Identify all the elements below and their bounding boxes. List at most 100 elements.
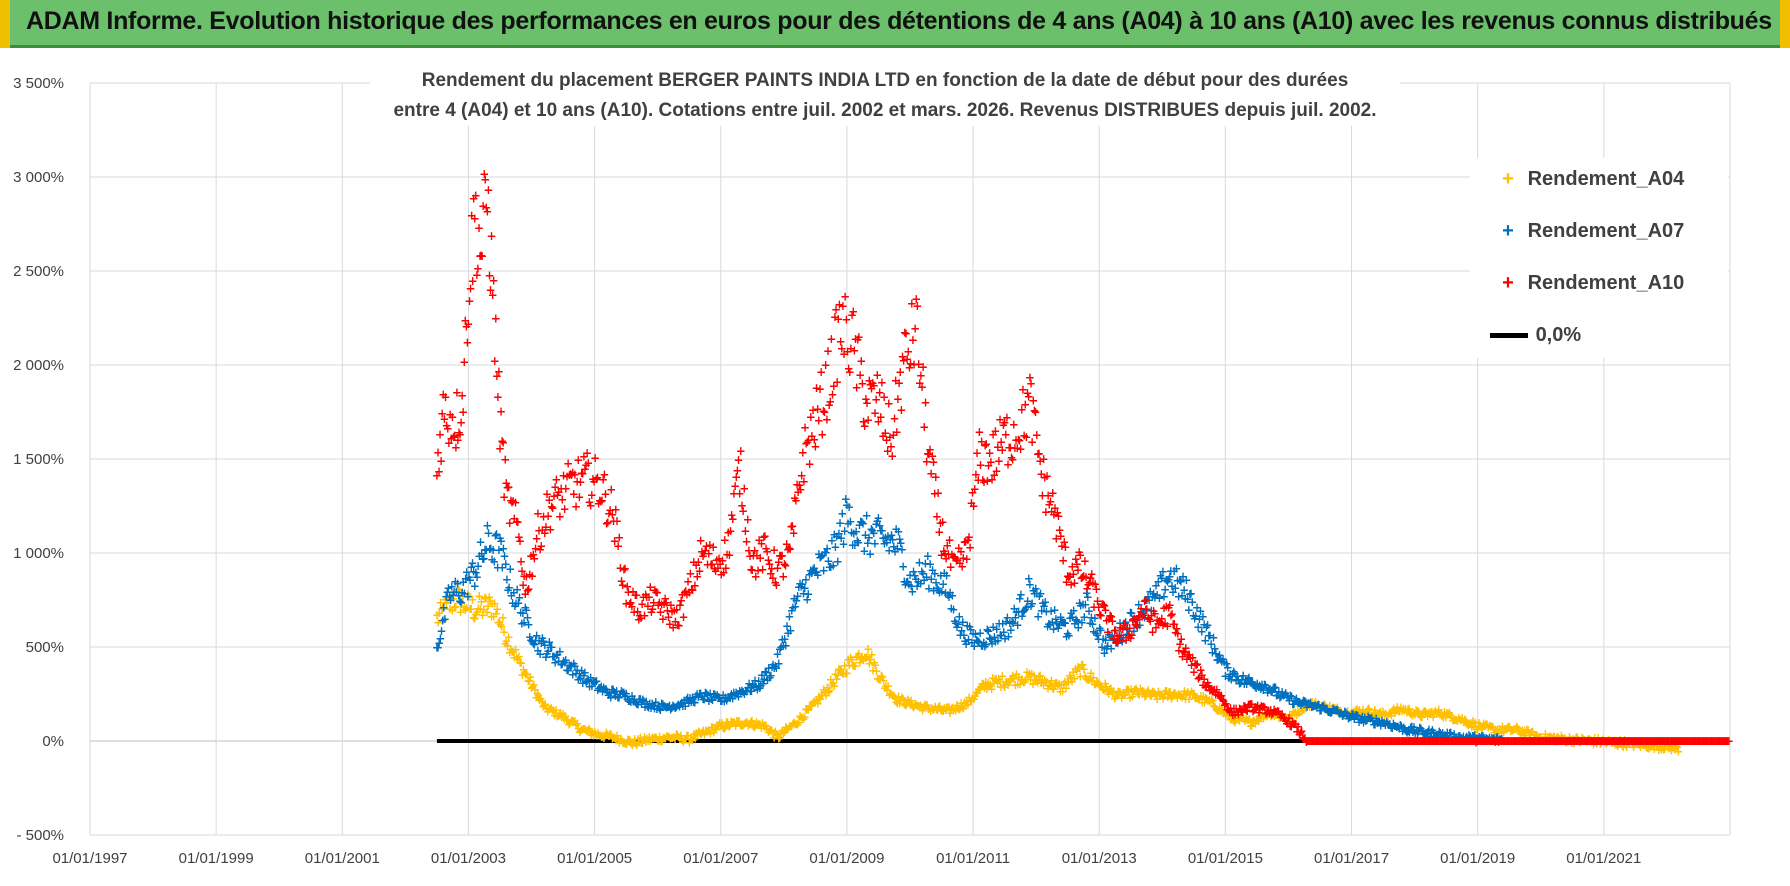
data-point: + — [1004, 440, 1014, 454]
data-point: + — [467, 209, 477, 223]
data-point: + — [1464, 717, 1474, 731]
data-point: + — [1339, 734, 1349, 748]
data-point: + — [1295, 696, 1305, 710]
data-point: + — [719, 565, 729, 579]
data-point: + — [903, 692, 913, 706]
data-point: + — [1680, 734, 1690, 748]
data-point: + — [524, 618, 534, 632]
data-point: + — [1018, 382, 1028, 396]
data-point: + — [1352, 734, 1362, 748]
data-point: + — [1267, 708, 1277, 722]
data-point: + — [987, 473, 997, 487]
legend-item-a07: + Rendement_A07 — [1494, 220, 1684, 250]
data-point: + — [1245, 675, 1255, 689]
data-point: + — [935, 699, 945, 713]
data-point: + — [1053, 621, 1063, 635]
data-point: + — [764, 661, 774, 675]
data-point: + — [1190, 656, 1200, 670]
data-point: + — [1355, 734, 1365, 748]
data-point: + — [1012, 441, 1022, 455]
data-point: + — [1146, 604, 1156, 618]
data-point: + — [631, 588, 641, 602]
data-point: + — [1560, 731, 1570, 745]
data-point: + — [1448, 713, 1458, 727]
data-point: + — [1555, 734, 1565, 748]
data-point: + — [587, 725, 597, 739]
data-point: + — [619, 685, 629, 699]
data-point: + — [508, 596, 518, 610]
data-point: + — [1292, 724, 1302, 738]
data-point: + — [628, 695, 638, 709]
data-point: + — [1191, 609, 1201, 623]
data-point: + — [482, 518, 492, 532]
data-point: + — [496, 534, 506, 548]
data-point: + — [1334, 734, 1344, 748]
data-point: + — [517, 668, 527, 682]
data-point: + — [645, 580, 655, 594]
data-point: + — [1469, 734, 1479, 748]
data-point: + — [1404, 734, 1414, 748]
data-point: + — [646, 605, 656, 619]
data-point: + — [1094, 679, 1104, 693]
data-point: + — [606, 690, 616, 704]
data-point: + — [1230, 708, 1240, 722]
data-point: + — [1673, 745, 1683, 759]
data-point: + — [1174, 644, 1184, 658]
data-point: + — [505, 516, 515, 530]
data-point: + — [872, 514, 882, 528]
data-point: + — [742, 685, 752, 699]
data-point: + — [1113, 636, 1123, 650]
data-point: + — [709, 726, 719, 740]
data-point: + — [1253, 680, 1263, 694]
data-point: + — [774, 555, 784, 569]
data-point: + — [498, 435, 508, 449]
data-point: + — [1104, 612, 1114, 626]
data-point: + — [1501, 734, 1511, 748]
data-point: + — [478, 199, 488, 213]
data-point: + — [1015, 677, 1025, 691]
data-point: + — [1072, 614, 1082, 628]
data-point: + — [624, 733, 634, 747]
data-point: + — [941, 703, 951, 717]
data-point: + — [1324, 702, 1334, 716]
data-point: + — [709, 562, 719, 576]
data-point: + — [1157, 571, 1167, 585]
data-point: + — [1512, 720, 1522, 734]
data-point: + — [600, 682, 610, 696]
data-point: + — [677, 733, 687, 747]
data-point: + — [1446, 725, 1456, 739]
data-point: + — [1083, 590, 1093, 604]
data-point: + — [678, 735, 688, 749]
data-point: + — [1348, 704, 1358, 718]
data-point: + — [909, 565, 919, 579]
data-point: + — [835, 516, 845, 530]
data-point: + — [603, 728, 613, 742]
data-point: + — [950, 551, 960, 565]
data-point: + — [557, 657, 567, 671]
data-point: + — [1540, 727, 1550, 741]
data-point: + — [536, 539, 546, 553]
data-point: + — [641, 694, 651, 708]
data-point: + — [1519, 734, 1529, 748]
data-point: + — [1471, 722, 1481, 736]
data-point: + — [943, 588, 953, 602]
data-point: + — [1026, 599, 1036, 613]
data-point: + — [595, 729, 605, 743]
data-point: + — [512, 583, 522, 597]
data-point: + — [982, 623, 992, 637]
data-point: + — [1039, 599, 1049, 613]
data-point: + — [510, 496, 520, 510]
data-point: + — [1313, 698, 1323, 712]
data-point: + — [1398, 724, 1408, 738]
data-point: + — [1608, 734, 1618, 748]
data-point: + — [1551, 735, 1561, 749]
data-point: + — [557, 492, 567, 506]
data-point: + — [480, 590, 490, 604]
data-point: + — [781, 638, 791, 652]
data-point: + — [1631, 734, 1641, 748]
data-point: + — [1263, 703, 1273, 717]
data-point: + — [767, 660, 777, 674]
data-point: + — [1228, 712, 1238, 726]
data-point: + — [956, 696, 966, 710]
data-point: + — [869, 379, 879, 393]
